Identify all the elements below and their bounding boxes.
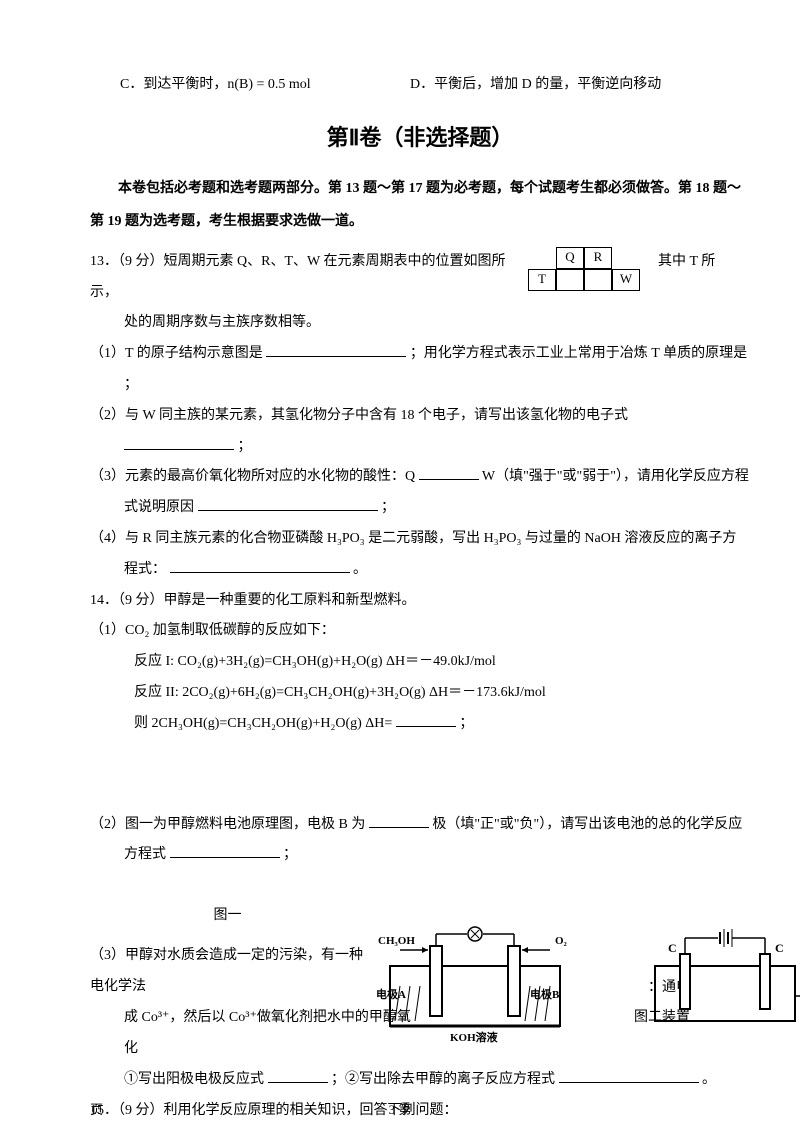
q14-r3a: 则 2CH₃OH(g)=CH₃CH₂OH(g)+H₂O(g) ΔH= xyxy=(134,716,392,731)
q13-p3-end: ； xyxy=(381,500,395,515)
footer-center: 3 第 xyxy=(0,1096,800,1125)
label-c-right: C xyxy=(775,941,784,955)
label-c-left: C xyxy=(668,941,677,955)
blank xyxy=(396,712,456,727)
q13-p3-line2: 式说明原因 ； xyxy=(90,493,750,524)
option-d: D．平衡后，增加 D 的量，平衡逆向移动 xyxy=(410,70,661,101)
section-title: 第Ⅱ卷（非选择题） xyxy=(90,123,750,154)
q13-p4-end: 。 xyxy=(353,562,367,577)
q13-p4a: （4）与 R 同主族元素的化合物亚磷酸 H₃PO₃ 是二元弱酸，写出 H₃PO₃… xyxy=(90,524,750,555)
q13-p1-text: （1）T 的原子结构示意图是 xyxy=(90,346,263,361)
q13-p3: （3）元素的最高价氧化物所对应的水化物的酸性：Q W（填"强于"或"弱于"），请… xyxy=(90,462,750,493)
pt-cell-w: W xyxy=(612,269,640,291)
q14-p3c-end: 。 xyxy=(702,1072,716,1087)
q13-p4-line2: 程式： 。 xyxy=(90,555,750,586)
q13-stem-right: 其中 T 所 xyxy=(648,247,715,278)
q13-p3a: （3）元素的最高价氧化物所对应的水化物的酸性：Q xyxy=(90,469,415,484)
label-koh: KOH溶液 xyxy=(450,1030,499,1044)
blank xyxy=(419,465,479,480)
q14-r3-end: ； xyxy=(459,716,473,731)
q14-r2: 反应 II: 2CO₂(g)+6H₂(g)=CH₃CH₂OH(g)+3H₂O(g… xyxy=(90,678,750,709)
q13-p4b: 程式： xyxy=(124,562,166,577)
q13-p2-end-row: ； xyxy=(90,432,750,463)
blank xyxy=(559,1068,699,1083)
blank xyxy=(170,558,350,573)
blank xyxy=(170,843,280,858)
label-o2: O₂ xyxy=(555,935,568,947)
option-row: C．到达平衡时，n(B) = 0.5 mol D．平衡后，增加 D 的量，平衡逆… xyxy=(90,70,750,101)
blank xyxy=(268,1068,328,1083)
q13-p2: （2）与 W 同主族的某元素，其氢化物分子中含有 18 个电子，请写出该氢化物的… xyxy=(90,401,750,432)
q13-stem-left: 13．（9 分）短周期元素 Q、R、T、W 在元素周期表中的位置如图所示， xyxy=(90,247,520,309)
q14-p2: （2）图一为甲醇燃料电池原理图，电极 B 为 极（填"正"或"负"），请写出该电… xyxy=(90,810,750,841)
blank xyxy=(124,435,234,450)
q13-periodic-figure: Q R T W xyxy=(520,247,648,297)
pt-cell-blank2 xyxy=(584,269,612,291)
q13-p3c: 式说明原因 xyxy=(124,500,194,515)
q13-stem-row: 13．（9 分）短周期元素 Q、R、T、W 在元素周期表中的位置如图所示， Q … xyxy=(90,247,750,309)
q14-p2a: （2）图一为甲醇燃料电池原理图，电极 B 为 xyxy=(90,817,365,832)
q14-p2-line2: 方程式 ； xyxy=(90,840,750,871)
label-ch3oh: CH₃OH xyxy=(378,935,415,947)
electrolysis-figure: C C xyxy=(640,926,800,1046)
pt-cell-r: R xyxy=(584,247,612,269)
q13-p1-tail: ；用化学方程式表示工业上常用于冶炼 T 单质的原理是 xyxy=(410,346,747,361)
q14-p2c: 方程式 xyxy=(124,847,166,862)
q13-p3b: W（填"强于"或"弱于"），请用化学反应方程 xyxy=(482,469,749,484)
blank xyxy=(266,342,406,357)
q14-p2b: 极（填"正"或"负"），请写出该电池的总的化学反应 xyxy=(432,817,742,832)
q14-p3c: ①写出阳极电极反应式 ；②写出除去甲醇的离子反应方程式 。 xyxy=(90,1065,750,1096)
blank xyxy=(198,496,378,511)
q13-p1: （1）T 的原子结构示意图是 ；用化学方程式表示工业上常用于冶炼 T 单质的原理… xyxy=(90,339,750,370)
pt-cell-q: Q xyxy=(556,247,584,269)
pt-cell-t: T xyxy=(528,269,556,291)
q14-r3: 则 2CH₃OH(g)=CH₃CH₂OH(g)+H₂O(g) ΔH= ； xyxy=(90,709,750,740)
instructions: 本卷包括必考题和选考题两部分。第 13 题～第 17 题为必考题，每个试题考生都… xyxy=(90,172,750,239)
q14-p3a: （3）甲醇对水质会造成一定的污染，有一种电化学法 xyxy=(90,941,370,1003)
blank xyxy=(369,813,429,828)
q14-fig1-label: 图一 xyxy=(214,908,242,923)
q14-p2-end: ； xyxy=(283,847,297,862)
label-electrode-a: 电极A xyxy=(376,987,406,1001)
q13-p1-end: ； xyxy=(90,370,750,401)
label-electrode-b: 电极B xyxy=(530,987,560,1001)
q13-stem-line2: 处的周期序数与主族序数相等。 xyxy=(90,308,750,339)
q14-r1: 反应 I: CO₂(g)+3H₂(g)=CH₃OH(g)+H₂O(g) ΔH＝－… xyxy=(90,647,750,678)
q14-p3c-a: ①写出阳极电极反应式 xyxy=(124,1072,264,1087)
pt-cell-blank1 xyxy=(556,269,584,291)
q14-p1: （1）CO₂ 加氢制取低碳醇的反应如下： xyxy=(90,616,750,647)
q14-p3b-head: 成 Co³⁺，然后以 Co³⁺做氧化剂把水中的甲醇氧化 xyxy=(90,1003,424,1065)
q14-p3c-b: ；②写出除去甲醇的离子反应方程式 xyxy=(331,1072,555,1087)
option-c: C．到达平衡时，n(B) = 0.5 mol xyxy=(120,70,410,101)
q13-p2-end: ； xyxy=(238,439,252,454)
q14-stem: 14．（9 分）甲醇是一种重要的化工原料和新型燃料。 xyxy=(90,586,750,617)
